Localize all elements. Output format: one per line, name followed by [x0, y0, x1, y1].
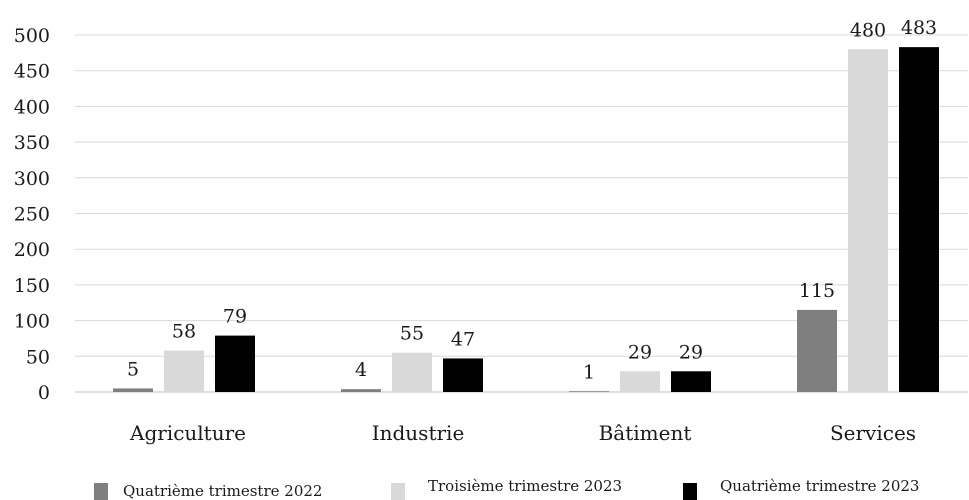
legend-swatch [391, 483, 405, 500]
bar-industrie-series-2 [392, 352, 432, 392]
bar-industrie-series-1 [341, 389, 381, 392]
y-tick-label: 400 [14, 96, 50, 118]
data-labels: 5 4 1 115 58 55 29 480 79 47 29 483 [127, 17, 937, 383]
bar-bâtiment-series-3 [671, 371, 711, 392]
data-label: 58 [172, 321, 196, 343]
x-category-label: Agriculture [129, 421, 246, 445]
legend-label: Quatrième trimestre 2023 [720, 477, 919, 495]
y-tick-label: 100 [14, 311, 50, 333]
data-label: 79 [223, 306, 247, 328]
data-label: 480 [850, 19, 886, 41]
bar-industrie-series-3 [443, 358, 483, 392]
y-tick-label: 500 [14, 25, 50, 47]
y-tick-label: 350 [14, 132, 50, 154]
x-category-label: Services [830, 421, 916, 445]
legend-swatch [94, 483, 108, 500]
bar-agriculture-series-2 [164, 350, 204, 392]
bar-agriculture-series-3 [215, 335, 255, 392]
x-axis: Agriculture Industrie Bâtiment Services [129, 421, 916, 445]
y-axis: 0 50 100 150 200 250 300 350 400 450 500 [14, 25, 50, 404]
y-tick-label: 150 [14, 275, 50, 297]
y-tick-label: 50 [26, 346, 50, 368]
data-label: 5 [127, 358, 139, 380]
y-tick-label: 200 [14, 239, 50, 261]
x-category-label: Bâtiment [599, 421, 692, 445]
data-label: 483 [901, 17, 937, 39]
data-label: 47 [451, 328, 475, 350]
y-tick-label: 0 [38, 382, 50, 404]
bar-bâtiment-series-2 [620, 371, 660, 392]
y-tick-label: 300 [14, 168, 50, 190]
legend-swatch [683, 483, 697, 500]
x-category-label: Industrie [372, 421, 465, 445]
data-label: 55 [400, 323, 424, 345]
data-label: 29 [628, 341, 652, 363]
data-label: 115 [799, 280, 835, 302]
data-label: 29 [679, 341, 703, 363]
y-tick-label: 450 [14, 61, 50, 83]
bar-services-series-3 [899, 47, 939, 392]
legend-label: Quatrième trimestre 2022 [123, 482, 322, 500]
legend-label: Troisième trimestre 2023 [428, 477, 622, 495]
y-tick-label: 250 [14, 204, 50, 226]
bars [113, 47, 939, 392]
data-label: 4 [355, 359, 367, 381]
legend: Quatrième trimestre 2022 Troisième trimes… [94, 477, 919, 500]
bar-bâtiment-series-1 [569, 391, 609, 392]
bar-services-series-2 [848, 49, 888, 392]
bar-services-series-1 [797, 309, 837, 392]
data-label: 1 [583, 361, 595, 383]
bar-agriculture-series-1 [113, 388, 153, 392]
